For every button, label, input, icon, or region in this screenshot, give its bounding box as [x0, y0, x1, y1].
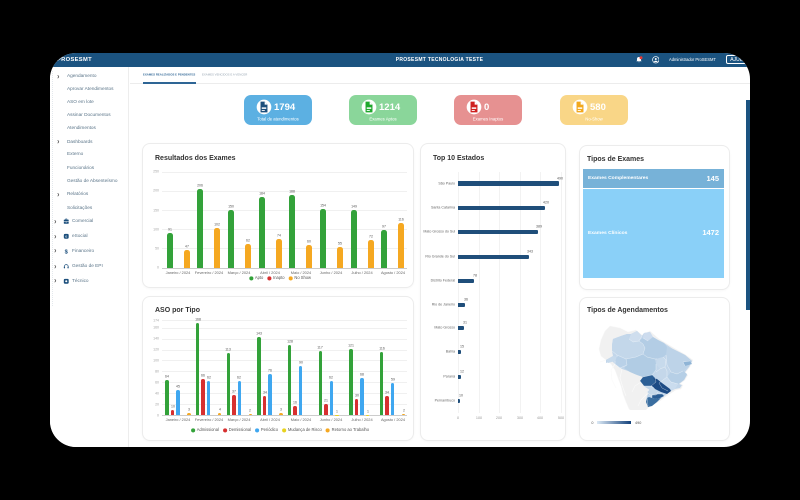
svg-text:e: e [65, 235, 67, 239]
svg-text:$: $ [64, 249, 68, 254]
